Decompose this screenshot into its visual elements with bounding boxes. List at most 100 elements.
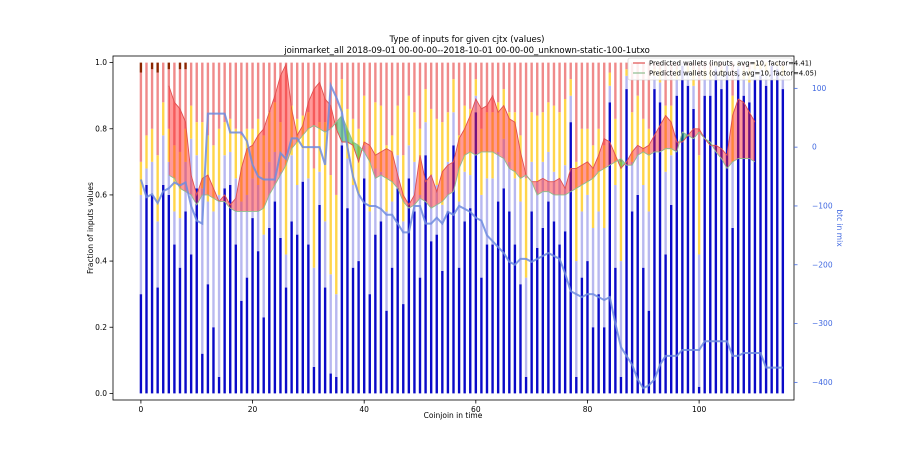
bar-fresh-31: [312, 366, 316, 394]
bar-pink-71: [536, 62, 539, 116]
bar-fresh-80: [586, 261, 589, 394]
bar-friends-25: [279, 122, 282, 172]
bar-pink-9: [189, 62, 193, 106]
bar-fresh-56: [452, 145, 455, 394]
bar-fresh-62: [485, 244, 489, 394]
bar-fresh-26: [284, 287, 288, 394]
bar-pink-80: [586, 62, 589, 129]
bar-pink-10: [195, 62, 198, 123]
wallet-fill-101: [732, 99, 739, 162]
bar-remix-43: [379, 171, 383, 222]
bar-remix-65: [502, 138, 505, 189]
bar-fresh-7: [178, 267, 182, 394]
bar-remix-54: [441, 204, 444, 271]
line-inputs: [168, 62, 756, 206]
wallet-fill-81a: [620, 158, 626, 169]
wallet-fill-12: [235, 168, 242, 212]
bar-friends-47: [402, 155, 405, 222]
bar-friends-8: [184, 128, 187, 162]
bar-fresh-38: [351, 267, 355, 394]
bar-pink-43: [379, 62, 383, 106]
x-tick-label-40: 40: [359, 405, 369, 414]
bar-friends-78: [575, 161, 578, 262]
bar-fresh-66: [508, 211, 511, 394]
legend: Predicted wallets (inputs, avg=10, facto…: [627, 57, 817, 81]
bar-friends-13: [212, 145, 215, 212]
bar-fresh-16: [229, 185, 232, 394]
bar-pink-87: [625, 62, 628, 70]
wallet-fill-40: [392, 151, 398, 189]
bar-remix-115: [781, 75, 785, 90]
bar-remix-49: [413, 161, 416, 212]
bar-fresh-78: [575, 376, 578, 394]
bar-friends-38: [351, 118, 355, 185]
bar-friends-37: [346, 108, 349, 159]
y-axis-left: 0.0 0.2 0.4 0.6 0.8 1.0: [95, 58, 113, 398]
bar-remix-85: [614, 185, 617, 268]
x-tick-label-60: 60: [471, 405, 481, 414]
plot-area: [139, 62, 785, 394]
wallet-fill-1: [174, 102, 180, 189]
bar-pink-13: [212, 62, 215, 146]
bar-friends-74: [552, 105, 556, 172]
bar-fresh-9: [189, 254, 193, 394]
bar-fresh-82: [597, 294, 600, 394]
bar-remix-9: [189, 138, 193, 255]
bar-remix-72: [541, 161, 545, 228]
bar-remix-91: [647, 211, 651, 311]
bar-fresh-69: [524, 376, 528, 394]
bar-fresh-30: [307, 244, 310, 394]
bar-fresh-49: [413, 211, 416, 394]
bar-remix-5: [167, 161, 171, 195]
bar-fresh-109: [748, 102, 751, 394]
bar-pink-84: [608, 62, 611, 73]
bar-pink-40: [362, 62, 366, 96]
bar-remix-35: [335, 294, 338, 377]
wallet-fill-2: [179, 108, 186, 192]
bar-fresh-101: [703, 95, 706, 394]
bar-fresh-20: [251, 218, 254, 394]
bar-pink-24: [273, 62, 277, 103]
wallet-fill-4: [191, 175, 197, 205]
bar-remix-13: [212, 211, 215, 328]
wallet-fill-58: [492, 95, 499, 156]
bar-pink-15: [223, 62, 226, 123]
bar-remix-81: [591, 228, 595, 328]
bar-friends-91: [647, 128, 651, 212]
bar-friends-12: [206, 135, 210, 202]
wallet-fill-72: [570, 168, 577, 192]
x-axis-label: Coinjoin in time: [424, 411, 483, 420]
bar-brown-0: [139, 62, 143, 73]
bar-fresh-103: [714, 69, 718, 394]
bar-friends-3: [156, 155, 159, 222]
bar-friends-31: [312, 168, 316, 268]
bar-pink-23: [268, 62, 271, 113]
wallet-fill-68: [548, 181, 554, 195]
bar-friends-17: [234, 128, 238, 179]
y2-tick-label--300: −300: [812, 319, 833, 328]
bar-pink-81: [591, 62, 595, 146]
bar-pink-28: [296, 62, 299, 119]
y-tick-label-1.0: 1.0: [95, 58, 107, 67]
wallet-fill-69: [553, 178, 560, 195]
bar-remix-109: [748, 82, 751, 103]
wallet-fill-94: [693, 128, 700, 139]
bar-remix-75: [558, 178, 561, 245]
bar-fresh-72: [541, 228, 545, 394]
y-tick-label-0.4: 0.4: [95, 257, 107, 266]
bar-fresh-18: [240, 300, 243, 394]
bar-fresh-86: [619, 376, 623, 394]
bar-fresh-45: [390, 267, 394, 394]
bar-remix-67: [513, 178, 517, 245]
line-outputs: [168, 114, 756, 212]
bar-pink-78: [575, 62, 578, 162]
bar-pink-38: [351, 62, 355, 119]
bar-pink-4: [162, 62, 165, 103]
bar-remix-51: [424, 122, 427, 156]
bar-remix-99: [692, 85, 695, 109]
wallet-fill-16: [258, 128, 264, 212]
bar-fresh-35: [335, 376, 338, 394]
bar-brown-5: [167, 62, 171, 70]
bar-pink-42: [374, 62, 377, 103]
bar-fresh-29: [301, 181, 304, 394]
